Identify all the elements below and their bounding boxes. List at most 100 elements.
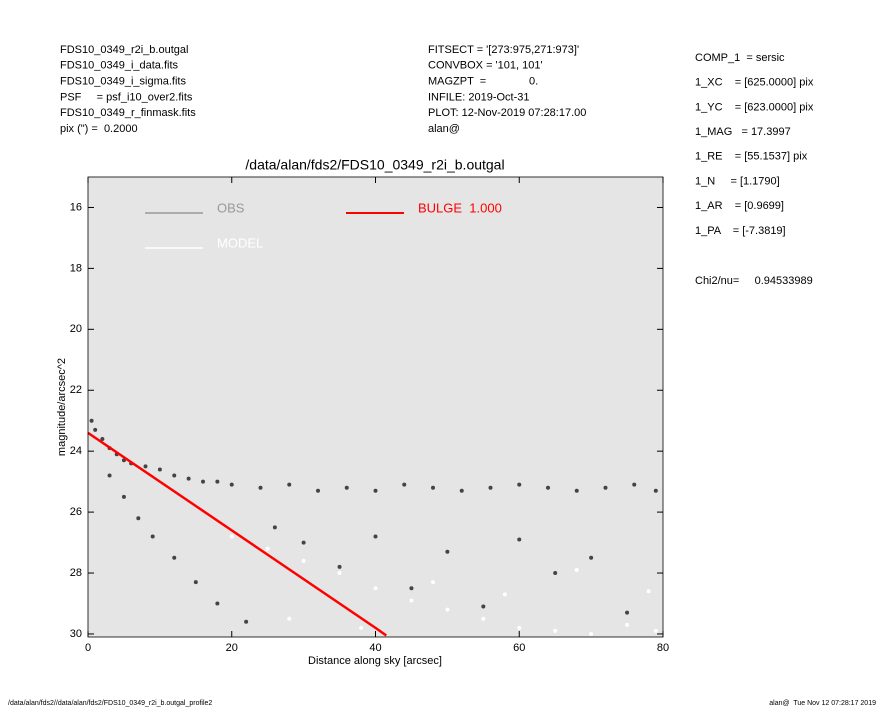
header-right-line: 1_YC = [623.0000] pix (695, 101, 814, 113)
data-point (272, 525, 277, 530)
data-point (265, 546, 270, 551)
y-tick-label: 22 (70, 384, 82, 396)
header-left-line: PSF = psf_i10_over2.fits (60, 91, 193, 103)
x-tick-label: 40 (369, 642, 381, 654)
header-right-line: 1_N = [1.1790] (695, 175, 780, 187)
data-point (481, 616, 486, 621)
chi2: Chi2/nu= 0.94533989 (695, 275, 813, 287)
data-point (157, 467, 162, 472)
y-tick-label: 26 (70, 506, 82, 518)
data-point (517, 482, 522, 487)
data-point (337, 564, 342, 569)
plot-frame (87, 176, 664, 638)
data-point (172, 473, 177, 478)
data-point (632, 482, 637, 487)
header-left-line: FDS10_0349_r_finmask.fits (60, 107, 196, 119)
data-point (574, 488, 579, 493)
data-point (258, 485, 263, 490)
data-point (409, 586, 414, 591)
plot-area (88, 177, 663, 637)
data-point (337, 571, 342, 576)
footer-right: alan@ Tue Nov 12 07:28:17 2019 (769, 700, 876, 707)
data-point (653, 488, 658, 493)
data-point (201, 479, 205, 484)
data-point (431, 580, 435, 585)
y-tick-label: 16 (70, 201, 82, 213)
data-point (402, 482, 407, 487)
header-left-line: pix (") = 0.2000 (60, 123, 138, 135)
data-point (215, 479, 220, 484)
data-point (646, 589, 651, 594)
header-center-line: INFILE: 2019-Oct-31 (428, 91, 530, 103)
data-point (186, 476, 191, 481)
header-right-line: COMP_1 = sersic (695, 52, 785, 64)
data-point (502, 592, 507, 597)
x-tick-label: 20 (226, 642, 238, 654)
data-point (574, 567, 579, 572)
data-point (121, 494, 126, 499)
header-center-line: MAGZPT = 0. (428, 76, 538, 88)
data-point (431, 485, 435, 490)
data-point (287, 482, 292, 487)
header-left-line: FDS10_0349_i_data.fits (60, 60, 179, 72)
data-point (553, 571, 558, 576)
data-point (517, 537, 522, 542)
header-right-line: 1_RE = [55.1537] pix (695, 151, 808, 163)
header-right-line: 1_MAG = 17.3997 (695, 126, 791, 138)
y-tick-label: 18 (70, 262, 82, 274)
data-point (89, 418, 94, 423)
data-point (445, 607, 450, 612)
header-right-line: 1_XC = [625.0000] pix (695, 77, 814, 89)
data-point (481, 604, 486, 609)
data-point (488, 485, 493, 490)
y-tick-label: 24 (70, 445, 82, 457)
data-point (172, 555, 177, 560)
data-point (136, 516, 141, 521)
y-tick-label: 28 (70, 567, 82, 579)
header-right-line: 1_PA = [-7.3819] (695, 225, 786, 237)
data-point (546, 485, 550, 490)
data-point (143, 464, 148, 469)
data-point (589, 631, 594, 636)
legend-label: OBS (217, 200, 245, 215)
data-point (100, 436, 105, 441)
data-point (625, 622, 630, 627)
data-point (344, 485, 349, 490)
data-point (603, 485, 608, 490)
data-point (193, 580, 198, 585)
data-point (517, 625, 522, 630)
data-point (229, 534, 234, 539)
header-left-line: FDS10_0349_i_sigma.fits (60, 76, 186, 88)
header-right-line: 1_AR = [0.9699] (695, 200, 784, 212)
data-point (373, 534, 378, 539)
data-point (107, 473, 112, 478)
data-point (301, 558, 306, 563)
x-tick-label: 0 (85, 642, 91, 654)
data-point (409, 598, 414, 603)
data-point (553, 628, 558, 633)
data-point (653, 628, 658, 633)
model-line (87, 431, 388, 637)
header-center-line: FITSECT = '[273:975,271:973]' (428, 44, 579, 56)
data-point (459, 488, 464, 493)
data-point (244, 619, 249, 624)
y-axis-label: magnitude/arcsec^2 (56, 358, 68, 456)
data-point (93, 427, 98, 432)
data-point (625, 610, 630, 615)
y-tick-label: 20 (70, 323, 82, 335)
x-tick-label: 80 (657, 642, 669, 654)
chart-title: /data/alan/fds2/FDS10_0349_r2i_b.outgal (245, 157, 504, 173)
header-left-line: FDS10_0349_r2i_b.outgal (60, 44, 188, 56)
data-point (287, 616, 292, 621)
x-tick-label: 60 (513, 642, 525, 654)
data-point (373, 488, 378, 493)
y-tick-label: 30 (70, 628, 82, 640)
data-point (215, 601, 220, 606)
legend-label: MODEL (217, 235, 263, 250)
footer-left: /data/alan/fds2//data/alan/fds2/FDS10_03… (8, 700, 212, 707)
data-point (373, 586, 378, 591)
header-center-line: CONVBOX = '101, 101' (428, 60, 543, 72)
data-point (301, 540, 306, 545)
data-point (359, 625, 364, 630)
